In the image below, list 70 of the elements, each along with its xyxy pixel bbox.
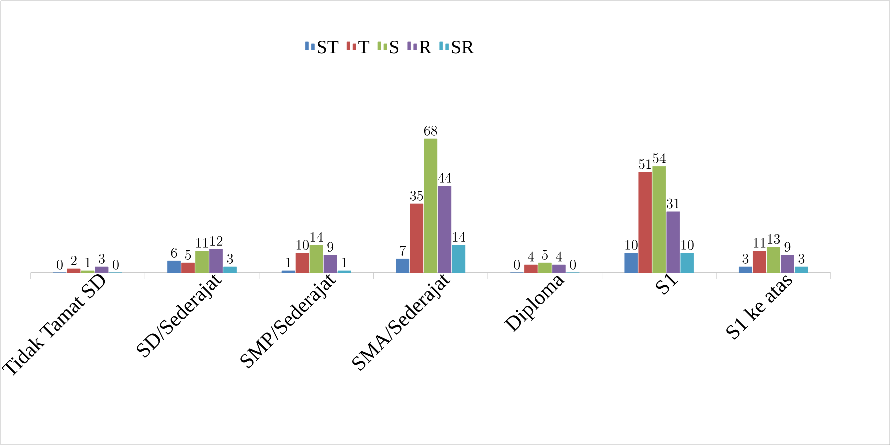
- bar: [67, 268, 81, 274]
- data-label: 4: [556, 252, 562, 262]
- bar: [538, 262, 552, 274]
- bar: [652, 166, 666, 274]
- data-label: 4: [528, 252, 534, 262]
- bar: [196, 251, 209, 274]
- legend-label: R: [420, 41, 432, 54]
- legend-label: S: [390, 40, 399, 54]
- data-label: 3: [99, 254, 105, 264]
- bar: [182, 262, 195, 274]
- data-label: 1: [286, 258, 291, 268]
- data-label: 35: [410, 191, 424, 201]
- bar: [452, 245, 466, 274]
- data-label: 7: [400, 246, 406, 256]
- bar: [680, 253, 694, 274]
- data-label: 12: [210, 236, 223, 246]
- data-label: 5: [185, 250, 192, 260]
- data-label: 10: [626, 240, 638, 250]
- bar: [424, 138, 438, 274]
- bar: [168, 260, 181, 274]
- data-label: 51: [639, 160, 652, 170]
- data-label: 0: [514, 260, 520, 270]
- bar: [95, 266, 109, 274]
- bar: [296, 253, 310, 274]
- legend-label: ST: [318, 40, 339, 54]
- legend-label: T: [358, 41, 370, 54]
- bar: [666, 212, 680, 274]
- data-label: 0: [113, 260, 119, 270]
- data-label: 44: [438, 173, 452, 183]
- data-label: 3: [742, 254, 749, 264]
- data-label: 3: [798, 254, 805, 264]
- data-label: 1: [342, 258, 347, 268]
- bar: [410, 204, 424, 274]
- bar: [524, 264, 538, 274]
- bar: [210, 249, 223, 274]
- data-label: 0: [57, 260, 63, 270]
- bar: [310, 245, 324, 274]
- bar: [767, 247, 780, 274]
- bar: [781, 255, 794, 274]
- data-label: 10: [682, 240, 694, 250]
- data-label: 5: [542, 250, 548, 260]
- data-label: 10: [296, 240, 309, 250]
- data-label: 0: [570, 260, 576, 270]
- bar: [396, 259, 410, 274]
- bar: [753, 251, 766, 274]
- data-label: 68: [424, 126, 438, 136]
- bar: [324, 255, 338, 274]
- bar: [224, 266, 237, 274]
- data-label: 9: [328, 242, 334, 252]
- data-label: 11: [754, 238, 766, 248]
- data-label: 13: [768, 234, 780, 244]
- data-label: 3: [227, 254, 234, 264]
- data-label: 14: [453, 232, 466, 242]
- data-label: 1: [86, 258, 90, 268]
- legend-label: SR: [452, 40, 474, 54]
- data-label: 14: [310, 232, 324, 242]
- bar: [438, 186, 452, 274]
- data-label: 9: [784, 242, 791, 252]
- data-label: 11: [196, 238, 208, 248]
- data-label: 54: [653, 153, 666, 164]
- x-tick-label: S1: [656, 274, 678, 295]
- bar: [624, 253, 638, 274]
- x-tick-label: S1 ke atas: [726, 275, 792, 340]
- bar: [739, 266, 752, 274]
- data-label: 31: [667, 198, 680, 209]
- data-label: 6: [171, 248, 178, 258]
- data-label: 2: [71, 256, 77, 266]
- bar: [552, 264, 566, 274]
- bar: [638, 172, 652, 274]
- bar: [795, 266, 808, 274]
